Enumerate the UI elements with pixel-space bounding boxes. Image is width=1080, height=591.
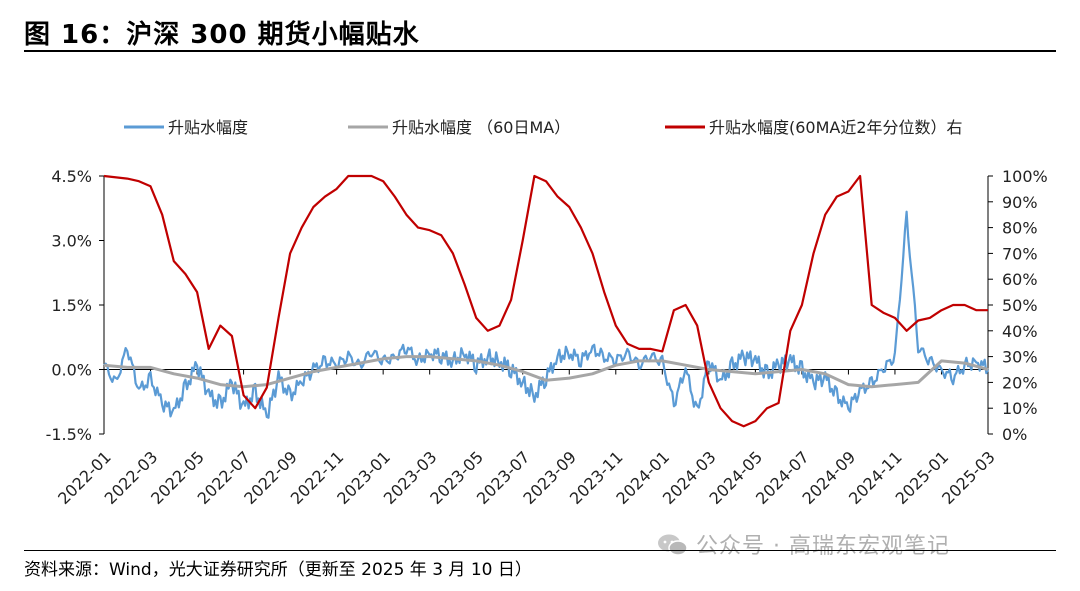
watermark: 公众号 · 高瑞东宏观笔记 bbox=[656, 528, 950, 560]
y-left-tick-label: 1.5% bbox=[51, 296, 92, 315]
y-right-tick-label: 80% bbox=[1002, 219, 1038, 238]
series-layer bbox=[103, 174, 989, 428]
legend: 升贴水幅度 升贴水幅度 （60日MA） 升贴水幅度(60MA近2年分位数）右 bbox=[124, 118, 963, 137]
y-left-tick-label: 4.5% bbox=[51, 167, 92, 186]
y-left-tick-label: 3.0% bbox=[51, 232, 92, 251]
y-right-tick-label: 20% bbox=[1002, 373, 1038, 392]
y-right-tick-label: 40% bbox=[1002, 322, 1038, 341]
legend-label-percentile: 升贴水幅度(60MA近2年分位数）右 bbox=[709, 118, 963, 137]
title-divider bbox=[24, 50, 1056, 52]
y-left-tick-label: 0.0% bbox=[51, 361, 92, 380]
chart-area: 升贴水幅度 升贴水幅度 （60日MA） 升贴水幅度(60MA近2年分位数）右 4… bbox=[46, 118, 1048, 508]
y-right-tick-label: 90% bbox=[1002, 193, 1038, 212]
y-right-tick-label: 50% bbox=[1002, 296, 1038, 315]
y-right-tick-label: 30% bbox=[1002, 348, 1038, 367]
y-right-tick-label: 70% bbox=[1002, 244, 1038, 263]
source-note: 资料来源：Wind，光大证券研究所（更新至 2025 年 3 月 10 日） bbox=[24, 560, 532, 580]
chart-title: 图 16：沪深 300 期货小幅贴水 bbox=[24, 20, 420, 50]
wechat-icon bbox=[658, 534, 688, 556]
series-line-percentile bbox=[103, 174, 988, 428]
legend-label-spread: 升贴水幅度 bbox=[168, 118, 248, 137]
watermark-text: 公众号 · 高瑞东宏观笔记 bbox=[696, 534, 950, 559]
y-right-tick-label: 0% bbox=[1002, 425, 1027, 444]
y-left-tick-label: -1.5% bbox=[46, 425, 92, 444]
y-right-tick-label: 60% bbox=[1002, 270, 1038, 289]
series-line-spread bbox=[103, 210, 989, 419]
axes: 4.5% 3.0% 1.5% 0.0% -1.5% 100% 90% 80% 70% 60% 50%… bbox=[46, 167, 1048, 508]
y-right-tick-label: 100% bbox=[1002, 167, 1048, 186]
source-divider bbox=[24, 550, 1056, 551]
legend-label-ma60: 升贴水幅度 （60日MA） bbox=[392, 118, 570, 137]
series-line-ma60 bbox=[103, 355, 989, 389]
y-right-tick-label: 10% bbox=[1002, 399, 1038, 418]
